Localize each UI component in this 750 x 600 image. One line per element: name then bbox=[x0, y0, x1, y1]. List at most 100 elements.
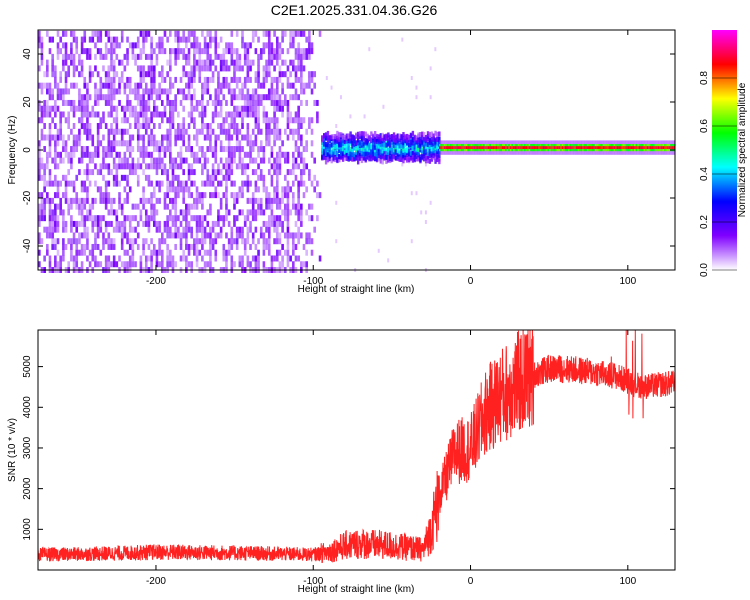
heatmap-cell bbox=[38, 30, 41, 37]
heatmap-cell bbox=[362, 131, 366, 137]
heatmap-cell bbox=[72, 197, 76, 204]
heatmap-cell bbox=[160, 249, 164, 256]
heatmap-cell bbox=[613, 146, 616, 150]
heatmap-cell bbox=[150, 261, 153, 268]
heatmap-cell bbox=[182, 53, 185, 60]
heatmap-cell bbox=[147, 117, 151, 124]
heatmap-cell bbox=[78, 59, 81, 66]
heatmap-cell bbox=[262, 146, 266, 153]
heatmap-cell bbox=[123, 197, 127, 204]
heatmap-cell bbox=[278, 76, 282, 83]
heatmap-cell bbox=[40, 238, 44, 245]
heatmap-cell bbox=[203, 105, 207, 112]
heatmap-cell bbox=[278, 134, 282, 141]
heatmap-cell bbox=[187, 82, 191, 89]
heatmap-cell bbox=[174, 99, 177, 106]
heatmap-cell bbox=[294, 88, 298, 95]
heatmap-cell bbox=[56, 88, 60, 95]
heatmap-cell bbox=[302, 261, 306, 268]
heatmap-cell bbox=[235, 163, 239, 170]
heatmap-cell bbox=[273, 88, 276, 95]
heatmap-cell bbox=[443, 146, 446, 150]
heatmap-cell bbox=[131, 163, 135, 170]
heatmap-cell bbox=[190, 163, 194, 170]
heatmap-cell bbox=[321, 154, 324, 160]
heatmap-cell bbox=[134, 111, 137, 118]
heatmap-cell bbox=[187, 226, 191, 233]
heatmap-cell bbox=[38, 261, 41, 268]
heatmap-cell bbox=[166, 215, 169, 222]
heatmap-cell bbox=[436, 152, 439, 158]
heatmap-cell bbox=[509, 146, 512, 150]
heatmap-cell bbox=[144, 105, 148, 112]
heatmap-cell bbox=[187, 174, 191, 181]
heatmap-cell bbox=[401, 37, 404, 42]
heatmap-cell bbox=[86, 53, 89, 60]
heatmap-cell bbox=[286, 209, 290, 216]
heatmap-cell bbox=[142, 76, 145, 83]
heatmap-cell bbox=[528, 146, 531, 150]
heatmap-cell bbox=[362, 135, 366, 141]
heatmap-cell bbox=[286, 48, 290, 55]
heatmap-cell bbox=[169, 82, 172, 89]
heatmap-cell bbox=[413, 147, 416, 153]
colorbar: 0.00.20.40.60.8 Normalized spectral ampl… bbox=[699, 30, 748, 277]
heatmap-cell bbox=[241, 186, 244, 193]
heatmap-cell bbox=[351, 134, 354, 140]
heatmap-cell bbox=[321, 139, 324, 145]
heatmap-cell bbox=[283, 186, 287, 193]
heatmap-cell bbox=[78, 197, 81, 204]
heatmap-cell bbox=[80, 94, 84, 101]
heatmap-cell bbox=[128, 42, 132, 49]
heatmap-cell bbox=[110, 123, 113, 129]
heatmap-cell bbox=[227, 243, 231, 250]
heatmap-cell bbox=[182, 134, 185, 141]
heatmap-cell bbox=[94, 238, 97, 245]
heatmap-cell bbox=[179, 163, 183, 170]
heatmap-cell bbox=[171, 215, 175, 222]
heatmap-cell bbox=[322, 140, 326, 146]
heatmap-cell bbox=[278, 197, 282, 204]
heatmap-cell bbox=[75, 65, 79, 72]
heatmap-cell bbox=[341, 134, 345, 140]
heatmap-cell bbox=[174, 30, 177, 37]
heatmap-cell bbox=[265, 65, 268, 72]
heatmap-cell bbox=[251, 203, 255, 210]
heatmap-cell bbox=[555, 146, 558, 150]
spectrogram-xlabel: Height of straight line (km) bbox=[298, 284, 415, 295]
heatmap-cell bbox=[387, 141, 390, 147]
heatmap-cell bbox=[209, 36, 212, 43]
heatmap-cell bbox=[70, 128, 73, 135]
heatmap-cell bbox=[222, 255, 226, 262]
heatmap-cell bbox=[48, 151, 52, 158]
heatmap-cell bbox=[134, 53, 137, 60]
heatmap-cell bbox=[246, 261, 250, 268]
heatmap-cell bbox=[110, 105, 113, 112]
heatmap-cell bbox=[46, 134, 49, 141]
heatmap-cell bbox=[270, 117, 274, 124]
heatmap-cell bbox=[267, 42, 271, 49]
heatmap-cell bbox=[289, 128, 292, 135]
heatmap-cell bbox=[394, 148, 398, 154]
heatmap-cell bbox=[104, 99, 108, 106]
heatmap-cell bbox=[48, 88, 52, 95]
heatmap-cell bbox=[275, 151, 279, 158]
heatmap-cell bbox=[219, 88, 223, 95]
heatmap-cell bbox=[94, 146, 97, 153]
heatmap-cell bbox=[281, 48, 284, 55]
heatmap-cell bbox=[404, 134, 407, 140]
heatmap-cell bbox=[163, 169, 167, 176]
heatmap-cell bbox=[243, 243, 247, 250]
heatmap-cell bbox=[351, 151, 354, 157]
heatmap-cell bbox=[46, 151, 49, 158]
heatmap-cell bbox=[227, 238, 231, 245]
heatmap-cell bbox=[131, 42, 135, 49]
heatmap-cell bbox=[281, 99, 284, 106]
heatmap-cell bbox=[46, 180, 49, 187]
heatmap-cell bbox=[56, 30, 60, 37]
heatmap-cell bbox=[270, 215, 274, 222]
heatmap-cell bbox=[332, 146, 335, 152]
heatmap-cell bbox=[645, 146, 647, 150]
heatmap-cell bbox=[262, 117, 266, 124]
heatmap-cell bbox=[120, 209, 124, 216]
